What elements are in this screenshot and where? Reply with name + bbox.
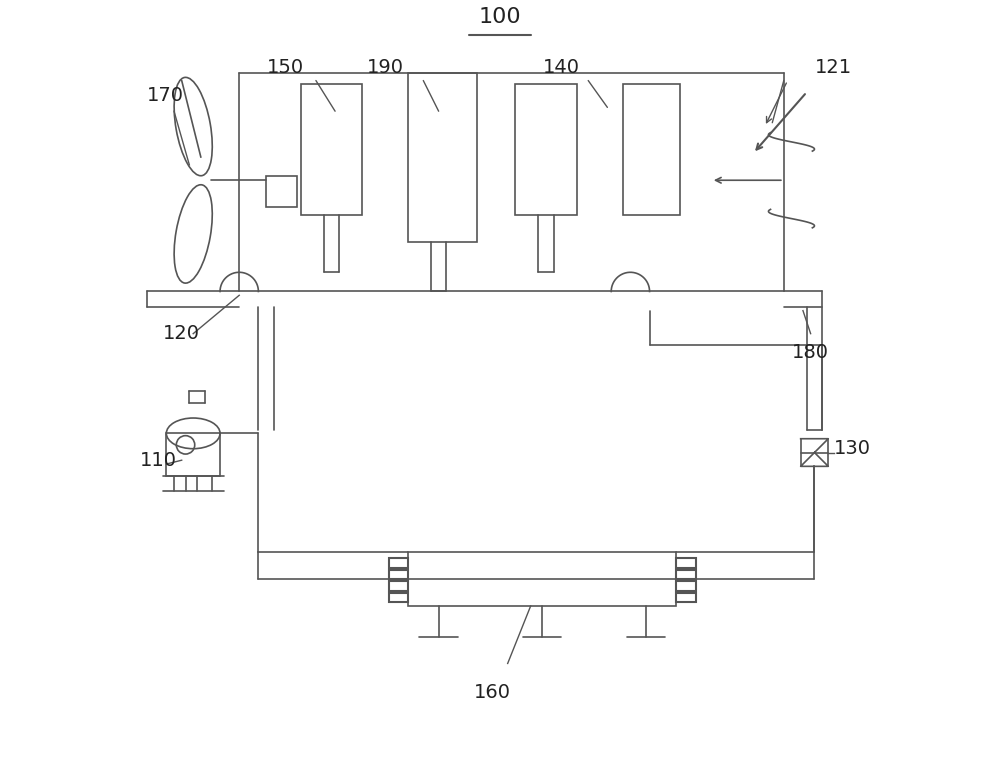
Bar bbox=[676, 558, 696, 568]
Bar bbox=[676, 570, 696, 579]
Text: 190: 190 bbox=[366, 58, 403, 77]
Bar bbox=[676, 581, 696, 591]
Text: 120: 120 bbox=[163, 324, 200, 343]
Bar bbox=[301, 84, 362, 215]
Bar bbox=[389, 558, 408, 568]
Text: 170: 170 bbox=[147, 87, 184, 105]
Bar bbox=[623, 84, 680, 215]
Bar bbox=[408, 73, 477, 242]
Bar bbox=[266, 176, 297, 207]
Text: 180: 180 bbox=[791, 344, 828, 362]
Bar bbox=[676, 593, 696, 602]
Bar bbox=[515, 84, 577, 215]
Text: 130: 130 bbox=[834, 439, 871, 458]
Text: 100: 100 bbox=[479, 7, 521, 27]
Text: 110: 110 bbox=[140, 451, 177, 469]
Bar bbox=[389, 593, 408, 602]
Bar bbox=[166, 433, 220, 476]
Bar bbox=[389, 581, 408, 591]
Bar bbox=[408, 552, 676, 606]
Text: 160: 160 bbox=[474, 683, 511, 702]
Text: 150: 150 bbox=[267, 58, 304, 77]
Bar bbox=[389, 570, 408, 579]
Text: 140: 140 bbox=[543, 58, 580, 77]
Text: 121: 121 bbox=[814, 58, 852, 77]
